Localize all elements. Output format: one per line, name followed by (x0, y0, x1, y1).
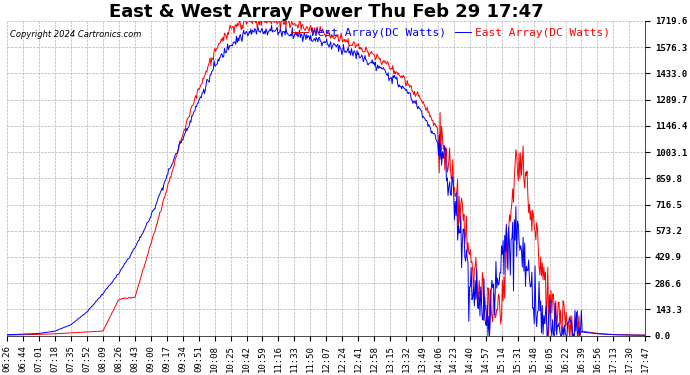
East Array(DC Watts) (489, 285, 497, 290)
West Array(DC Watts) (554, 301, 562, 306)
West Array(DC Watts) (411, 89, 419, 94)
West Array(DC Watts) (3, 333, 12, 338)
West Array(DC Watts) (488, 315, 496, 319)
Text: Copyright 2024 Cartronics.com: Copyright 2024 Cartronics.com (10, 30, 142, 39)
East Array(DC Watts) (375, 66, 383, 70)
West Array(DC Watts) (256, 12, 264, 16)
East Array(DC Watts) (484, 333, 492, 338)
Line: West Array(DC Watts): West Array(DC Watts) (8, 14, 645, 336)
West Array(DC Watts) (42, 332, 50, 336)
East Array(DC Watts) (391, 76, 400, 80)
East Array(DC Watts) (268, 23, 276, 28)
Title: East & West Array Power Thu Feb 29 17:47: East & West Array Power Thu Feb 29 17:47 (109, 3, 544, 21)
Line: East Array(DC Watts): East Array(DC Watts) (8, 26, 645, 336)
East Array(DC Watts) (411, 99, 419, 104)
West Array(DC Watts) (544, 333, 553, 338)
West Array(DC Watts) (391, 72, 400, 76)
East Array(DC Watts) (641, 333, 649, 338)
West Array(DC Watts) (641, 333, 649, 338)
Legend: West Array(DC Watts), East Array(DC Watts): West Array(DC Watts), East Array(DC Watt… (286, 23, 614, 42)
East Array(DC Watts) (3, 333, 12, 337)
West Array(DC Watts) (375, 55, 383, 60)
East Array(DC Watts) (554, 324, 562, 328)
East Array(DC Watts) (42, 330, 50, 334)
